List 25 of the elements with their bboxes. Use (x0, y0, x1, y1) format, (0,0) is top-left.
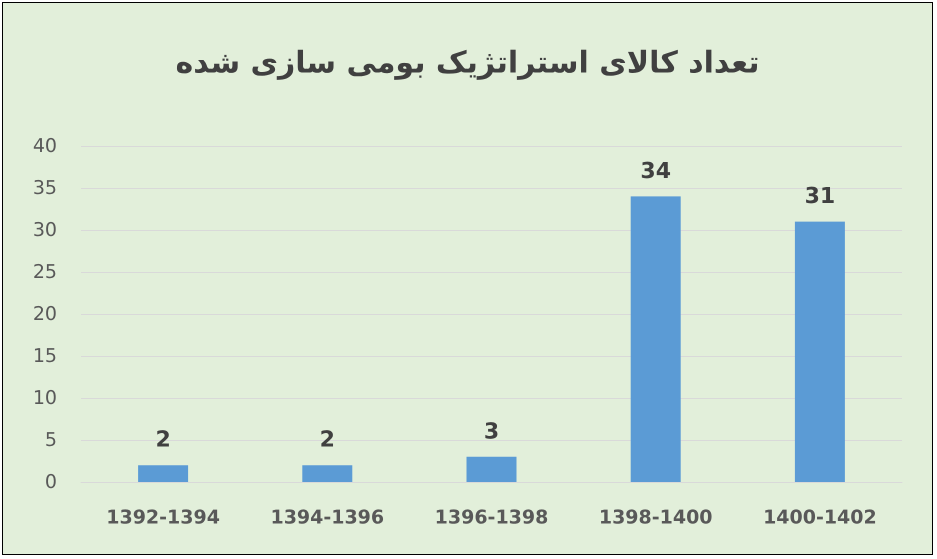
y-tick-label: 20 (32, 303, 57, 325)
x-tick-label: 1394-1396 (270, 506, 384, 528)
y-tick-label: 30 (32, 219, 57, 241)
y-tick-label: 40 (32, 135, 57, 157)
bar (630, 196, 681, 482)
x-tick-label: 1398-1400 (598, 506, 713, 528)
x-tick-label: 1392-1394 (106, 506, 220, 528)
bar (138, 465, 188, 482)
x-tick-label: 1396-1398 (434, 506, 548, 528)
y-tick-label: 15 (32, 345, 57, 367)
data-label: 2 (155, 428, 171, 453)
x-tick-label: 1400-1402 (763, 506, 877, 528)
y-tick-label: 5 (44, 429, 57, 451)
data-label: 31 (804, 184, 836, 210)
data-label: 34 (640, 158, 672, 184)
y-tick-label: 25 (32, 261, 57, 283)
bar (466, 456, 516, 482)
data-label: 3 (484, 419, 500, 444)
y-tick-label: 0 (44, 471, 57, 493)
chart-title: تعداد کالای استراتژیک بومی سازی شده (176, 46, 760, 80)
bar (794, 222, 845, 482)
y-tick-label: 10 (32, 387, 57, 409)
bar (302, 465, 352, 482)
data-label: 2 (320, 428, 335, 453)
y-tick-label: 35 (32, 177, 57, 199)
